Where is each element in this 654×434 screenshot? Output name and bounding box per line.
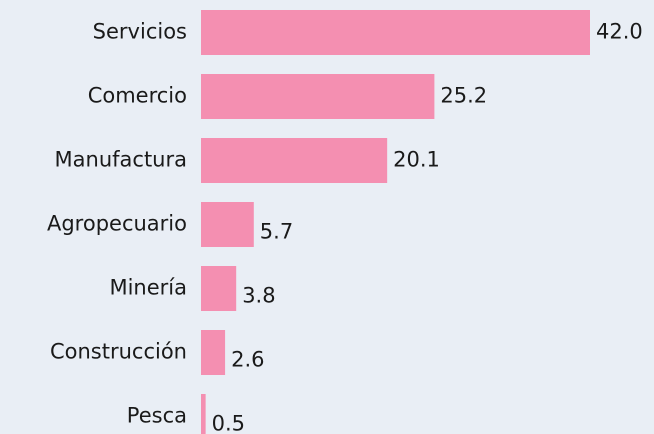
- category-label: Manufactura: [55, 148, 187, 172]
- bar: [201, 10, 590, 55]
- category-label: Minería: [109, 276, 187, 300]
- category-label: Comercio: [88, 84, 187, 108]
- category-label: Construcción: [50, 340, 187, 364]
- bar: [201, 138, 388, 183]
- value-label: 5.7: [260, 220, 293, 244]
- bar: [201, 266, 237, 311]
- bar: [201, 202, 254, 247]
- value-label: 2.6: [231, 348, 264, 372]
- value-label: 25.2: [440, 84, 487, 108]
- value-label: 0.5: [212, 412, 245, 434]
- category-label: Servicios: [93, 20, 187, 44]
- category-label: Agropecuario: [47, 212, 187, 236]
- value-label: 3.8: [242, 284, 275, 308]
- bar: [201, 74, 435, 119]
- value-label: 20.1: [393, 148, 440, 172]
- bar: [201, 394, 206, 434]
- value-label: 42.0: [596, 20, 643, 44]
- category-label: Pesca: [127, 404, 187, 428]
- bar: [201, 330, 226, 375]
